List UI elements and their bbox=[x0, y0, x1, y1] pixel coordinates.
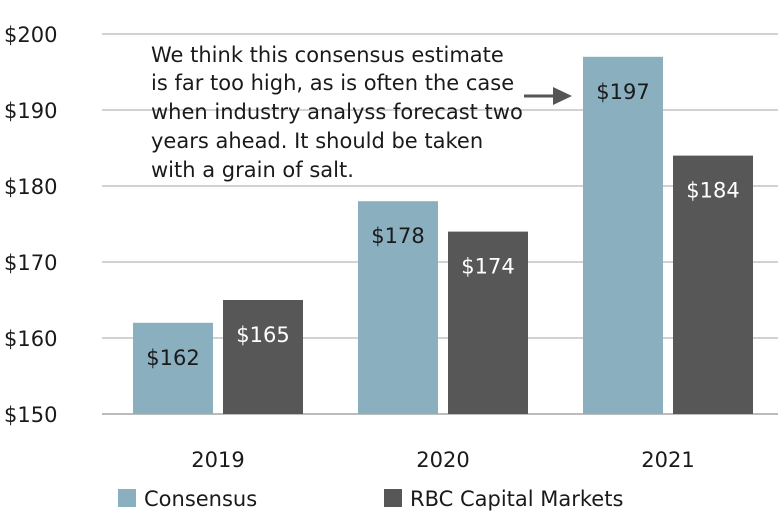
bars bbox=[133, 56, 753, 415]
y-axis-ticks: $150 $160 $170 $180 $190 $200 bbox=[4, 23, 57, 427]
y-tick-label: $190 bbox=[4, 99, 57, 123]
data-label: $178 bbox=[371, 224, 424, 248]
annotation-line-1: We think this consensus estimate bbox=[151, 43, 504, 67]
data-label: $184 bbox=[686, 179, 739, 203]
bar bbox=[133, 322, 213, 414]
annotation-arrow-head bbox=[553, 87, 572, 105]
annotation-line-2: is far too high, as is often the case bbox=[151, 71, 514, 95]
legend: Consensus RBC Capital Markets bbox=[118, 487, 623, 511]
bar bbox=[358, 201, 438, 414]
bar bbox=[583, 56, 663, 415]
x-category-label: 2021 bbox=[641, 448, 694, 472]
legend-swatch-consensus bbox=[118, 489, 136, 507]
bar bbox=[673, 155, 753, 414]
legend-label-consensus: Consensus bbox=[144, 487, 257, 511]
data-label: $162 bbox=[146, 346, 199, 370]
legend-swatch-rbc bbox=[384, 489, 402, 507]
x-category-label: 2020 bbox=[416, 448, 469, 472]
annotation: We think this consensus estimate is far … bbox=[151, 43, 572, 182]
y-tick-label: $200 bbox=[4, 23, 57, 47]
data-labels: $162 $165 $178 $174 $197 $184 bbox=[146, 80, 739, 370]
y-tick-label: $170 bbox=[4, 251, 57, 275]
annotation-line-4: years ahead. It should be taken bbox=[151, 129, 483, 153]
x-category-label: 2019 bbox=[191, 448, 244, 472]
bar bbox=[223, 300, 303, 414]
legend-label-rbc: RBC Capital Markets bbox=[410, 487, 623, 511]
x-axis-categories: 2019 2020 2021 bbox=[191, 448, 694, 472]
bar bbox=[448, 231, 528, 414]
y-tick-label: $160 bbox=[4, 327, 57, 351]
y-tick-label: $150 bbox=[4, 403, 57, 427]
data-label: $174 bbox=[461, 255, 514, 279]
data-label: $197 bbox=[596, 80, 649, 104]
annotation-line-5: with a grain of salt. bbox=[151, 158, 354, 182]
annotation-line-3: when industry analyss forecast two bbox=[151, 100, 523, 124]
y-tick-label: $180 bbox=[4, 175, 57, 199]
gridlines bbox=[102, 33, 778, 415]
data-label: $165 bbox=[236, 323, 289, 347]
